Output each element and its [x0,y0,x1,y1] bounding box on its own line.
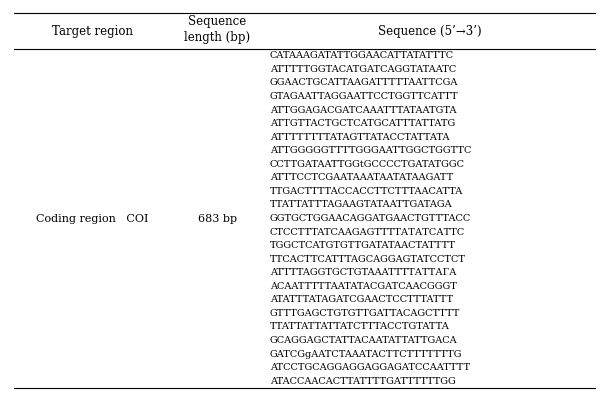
Text: GATCGgAATCTAAATACTTCTTTTTTTG: GATCGgAATCTAAATACTTCTTTTTTTG [270,349,462,359]
Text: GTTTGAGCTGTGTTGATTACAGCTTTT: GTTTGAGCTGTGTTGATTACAGCTTTT [270,309,460,318]
Text: TTGACTТTTACCACCTTCTTTAACATTA: TTGACTТTTACCACCTTCTTTAACATTA [270,187,463,196]
Text: Coding region   COI: Coding region COI [36,213,148,224]
Text: Sequence
length (bp): Sequence length (bp) [185,14,250,43]
Text: ATTTTTGGTACATGATCAGGTATAATC: ATTTTTGGTACATGATCAGGTATAATC [270,65,456,74]
Text: TTATTATTATTATCTTTACCTGTATTA: TTATTATTATTATCTTTACCTGTATTA [270,322,450,332]
Text: ATTTTAGGTGCTGTAAATТТТАТТАГА: ATTTTAGGTGCTGTAAATТТТАТТАГА [270,268,457,277]
Text: ATTGTTACTGCTCATGCATTTATTATG: ATTGTTACTGCTCATGCATTTATTATG [270,119,456,128]
Text: GGAACTGCATTAAGATTTTTAATTCGA: GGAACTGCATTAAGATTTTTAATTCGA [270,78,459,88]
Text: ATTGGAGACGATCAAATTTATAATGTA: ATTGGAGACGATCAAATTTATAATGTA [270,105,457,115]
Text: ATATTTATAGATCGAACTCCTТTATTT: ATATTTATAGATCGAACTCCTТTATTT [270,295,453,304]
Text: 683 bp: 683 bp [198,213,237,224]
Text: Sequence (5’→3’): Sequence (5’→3’) [378,25,482,37]
Text: ATCCTGCAGGAGGAGGAGATCCAATTTT: ATCCTGCAGGAGGAGGAGATCCAATTTT [270,363,470,372]
Text: TGGCTCATGTGTTGATATAACTATTTT: TGGCTCATGTGTTGATATAACTATTTT [270,241,456,250]
Text: ATACCAACACTTATТTTGATTТTТТGG: ATACCAACACTTATТTTGATTТTТТGG [270,377,456,386]
Text: ACAATTТTTAATATACGATCAACGGGT: ACAATTТTTAATATACGATCAACGGGT [270,282,457,291]
Text: ATTTCCTCGAATAAATAATATAAGATT: ATTTCCTCGAATAAATAATATAAGATT [270,173,453,182]
Text: CTCCTTTATCAAGAGTТТТАТАТСАТТС: CTCCTTTATCAAGAGTТТТАТАТСАТТС [270,228,465,236]
Text: ATTTTTTTTATAGТTATACCTATTATA: ATTTTTTTTATAGТTATACCTATTATA [270,133,449,142]
Text: GTAGAATTAGGAATTCCTGGTTCATTT: GTAGAATTAGGAATTCCTGGTTCATTT [270,92,459,101]
Text: GGTGCTGGAACAGGATGAACTGTTTACC: GGTGCTGGAACAGGATGAACTGTTTACC [270,214,471,223]
Text: TTATTATTTAGAAGTATAATTGATAGA: TTATTATTTAGAAGTATAATTGATAGA [270,201,452,209]
Text: ATTGGGGGTTTTGGGAATTGGCTGGTTC: ATTGGGGGTTTTGGGAATTGGCTGGTTC [270,146,471,155]
Text: TTCACTTCATTTAGCAGGAGTATCCTCT: TTCACTTCATTTAGCAGGAGTATCCTCT [270,255,466,264]
Text: CATAAAGATATTGGAACATTATATTTC: CATAAAGATATTGGAACATTATATTTC [270,51,454,60]
Text: GCAGGAGCTATTACAATATTATTGACA: GCAGGAGCTATTACAATATTATTGACA [270,336,457,345]
Text: Target region: Target region [52,25,133,37]
Text: CCTTGATAATTGGtGCCCCTGATATGGC: CCTTGATAATTGGtGCCCCTGATATGGC [270,160,465,169]
